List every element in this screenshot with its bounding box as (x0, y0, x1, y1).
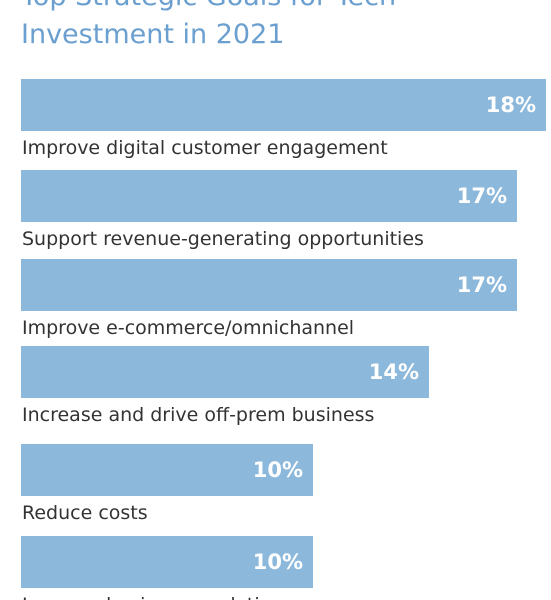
bar-2: 17% (21, 170, 517, 222)
category-label: Reduce costs (22, 502, 148, 524)
category-label: Improve digital customer engagement (22, 137, 388, 159)
category-label: Support revenue-generating opportunities (22, 228, 424, 250)
bar-value-label: 14% (368, 360, 419, 384)
bar-value-label: 10% (252, 550, 303, 574)
category-label: Improve business analytics (22, 593, 280, 600)
chart-title-line-2: Investment in 2021 (21, 19, 285, 50)
bar-value-label: 17% (456, 184, 507, 208)
bar-3: 17% (21, 259, 517, 311)
chart-title-line-1: Top Strategic Goals for Tech (21, 0, 541, 16)
bar-4: 14% (21, 346, 429, 398)
bar-5: 10% (21, 444, 313, 496)
chart-title: Top Strategic Goals for Tech Investment … (21, 0, 541, 54)
bar-value-label: 18% (485, 93, 536, 117)
bar-value-label: 17% (456, 273, 507, 297)
bar-1: 18% (21, 79, 546, 131)
category-label: Increase and drive off-prem business (22, 404, 375, 426)
category-label: Improve e-commerce/omnichannel (22, 317, 355, 339)
bar-value-label: 10% (252, 458, 303, 482)
bar-6: 10% (21, 536, 313, 588)
